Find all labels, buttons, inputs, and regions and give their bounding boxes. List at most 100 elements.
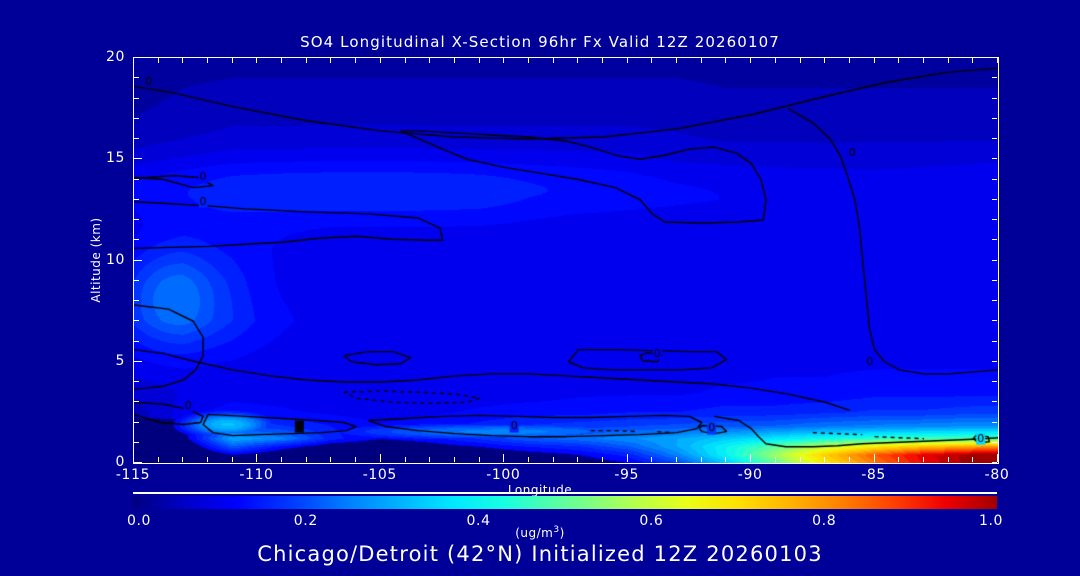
x-minor-tick-top [305,58,307,63]
x-minor-tick-top [873,58,875,63]
colorbar-gradient [133,496,997,509]
x-minor-tick [602,457,604,462]
x-minor-tick-top [922,58,924,63]
x-minor-tick [651,457,653,462]
x-minor-tick-top [799,58,801,63]
y-minor-tick-right [992,239,997,241]
colorbar-tick-label: 0.8 [812,513,837,529]
x-minor-tick [577,457,579,462]
plot-title: SO4 Longitudinal X-Section 96hr Fx Valid… [300,33,780,51]
y-minor-tick-right [992,421,997,423]
y-minor-tick-right [992,401,997,403]
x-minor-tick-top [478,58,480,63]
y-minor-tick [134,421,139,423]
x-minor-tick [355,457,357,462]
x-minor-tick [207,457,209,462]
x-minor-tick-top [157,58,159,63]
y-minor-tick-right [992,57,997,58]
x-minor-tick-top [133,58,134,63]
y-minor-tick [134,138,139,139]
x-minor-tick-top [626,58,628,63]
y-minor-tick [134,300,139,301]
y-minor-tick-right [992,158,997,160]
colorbar-top-rule [133,492,997,494]
y-minor-tick-right [992,381,997,382]
y-major-tick [134,57,142,58]
y-minor-tick [134,198,139,200]
y-minor-tick-right [992,117,997,119]
x-minor-tick [848,457,850,462]
y-tick-label: 15 [105,150,125,167]
y-minor-tick-right [992,219,997,220]
colorbar[interactable] [133,496,997,509]
x-tick-label: -105 [362,467,397,483]
colorbar-tick-label: 0.0 [126,513,152,529]
x-minor-tick [404,457,406,462]
x-minor-tick-top [404,58,406,63]
y-minor-tick [134,117,139,119]
x-tick-label: -80 [984,467,1010,483]
x-minor-tick-top [676,58,678,63]
y-minor-tick-right [992,441,997,443]
x-minor-tick-top [700,58,702,63]
y-minor-tick [134,340,139,342]
x-major-tick [873,454,875,462]
x-minor-tick-top [947,58,949,63]
x-minor-tick-top [577,58,579,63]
x-tick-label: -85 [861,467,886,483]
colorbar-tick-label: 1.0 [978,513,1004,529]
x-minor-tick [898,457,900,462]
x-minor-tick-top [972,58,974,63]
x-minor-tick [182,457,184,462]
y-tick-label: 10 [105,251,125,268]
x-minor-tick-top [527,58,529,63]
x-minor-tick-top [774,58,776,63]
y-tick-label: 5 [115,352,125,369]
x-minor-tick-top [848,58,850,63]
x-tick-label: -115 [115,467,151,483]
x-minor-tick [676,457,678,462]
y-minor-tick-right [992,320,997,322]
colorbar-units-label: (ug/m3) [515,525,565,540]
x-axis-title: Longitude [507,483,573,497]
y-minor-tick-right [992,97,997,99]
x-minor-tick-top [651,58,653,63]
x-minor-tick [947,457,949,462]
x-minor-tick [972,457,974,462]
y-minor-tick [134,441,139,443]
y-minor-tick-right [992,279,997,281]
x-tick-label: -90 [737,467,763,483]
y-minor-tick [134,279,139,281]
cross-section-plot[interactable] [133,57,999,464]
y-major-tick [134,462,142,463]
x-major-tick [379,454,381,462]
y-minor-tick-right [992,259,997,261]
x-minor-tick-top [725,58,727,63]
y-major-tick [134,360,142,362]
y-tick-label: 0 [115,454,125,470]
figure-caption: Chicago/Detroit (42°N) Initialized 12Z 2… [257,542,823,566]
x-minor-tick-top [453,58,455,63]
x-minor-tick-top [330,58,332,63]
x-minor-tick-top [750,58,752,63]
x-minor-tick [305,457,307,462]
x-tick-label: -110 [239,467,274,483]
x-major-tick [256,454,258,462]
colorbar-tick-label: 0.4 [466,513,491,529]
x-minor-tick [725,457,727,462]
x-minor-tick [799,457,801,462]
colorbar-tick-label: 0.2 [293,513,318,529]
x-tick-label: -95 [614,467,640,483]
y-minor-tick [134,219,139,220]
x-minor-tick [157,457,159,462]
x-minor-tick-top [256,58,258,63]
y-minor-tick [134,401,139,403]
x-minor-tick [922,457,924,462]
y-minor-tick-right [992,340,997,342]
y-minor-tick [134,381,139,382]
x-minor-tick-top [231,58,233,63]
x-minor-tick [453,457,455,462]
y-major-tick [134,259,142,261]
y-minor-tick-right [992,138,997,139]
